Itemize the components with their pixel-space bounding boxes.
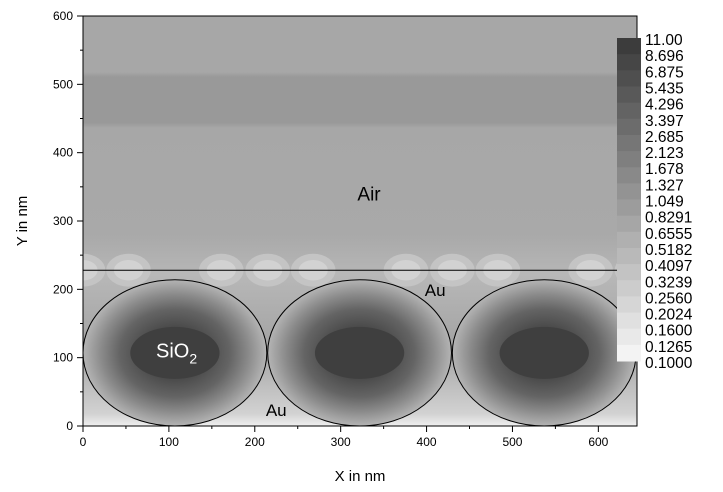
- y-tick-label: 100: [53, 351, 73, 365]
- colorbar-swatch: [617, 151, 641, 168]
- colorbar-level-label: 0.1000: [645, 355, 693, 372]
- x-tick-label: 200: [245, 435, 265, 449]
- x-tick-label: 100: [159, 435, 179, 449]
- colorbar: 11.008.6966.8755.4354.2963.3972.6852.123…: [617, 32, 693, 372]
- x-tick-label: 300: [331, 435, 351, 449]
- colorbar-level-label: 1.678: [645, 161, 684, 178]
- colorbar-level-label: 0.5182: [645, 242, 692, 259]
- sphere-core-3: [499, 326, 589, 379]
- colorbar-swatch: [617, 312, 641, 330]
- au-top-label: Au: [425, 281, 446, 300]
- au-bottom-label: Au: [266, 401, 287, 420]
- sio2-label-base: SiO: [156, 341, 189, 363]
- colorbar-swatch: [617, 215, 641, 233]
- colorbar-swatch: [617, 134, 641, 152]
- colorbar-swatch: [617, 328, 641, 346]
- colorbar-swatch: [617, 86, 641, 104]
- colorbar-level-label: 1.049: [645, 194, 684, 211]
- sio2-label-subscript: 2: [189, 351, 197, 367]
- colorbar-level-label: 5.435: [645, 80, 684, 97]
- y-tick-label: 0: [66, 419, 73, 433]
- y-tick-label: 300: [53, 214, 73, 228]
- colorbar-level-label: 11.00: [645, 32, 683, 49]
- colorbar-swatch: [617, 102, 641, 120]
- colorbar-swatch: [617, 231, 641, 249]
- x-tick-label: 600: [588, 435, 608, 449]
- colorbar-swatch: [617, 54, 641, 71]
- x-tick-label: 500: [502, 435, 522, 449]
- colorbar-level-label: 0.6555: [645, 226, 692, 243]
- sphere-core-1: [130, 326, 220, 379]
- y-tick-label: 200: [53, 282, 73, 296]
- x-tick-label: 400: [417, 435, 437, 449]
- colorbar-swatch: [617, 167, 641, 184]
- colorbar-swatch: [617, 183, 641, 200]
- colorbar-level-label: 4.296: [645, 97, 684, 114]
- x-tick-label: 0: [80, 435, 87, 449]
- air-region: [83, 16, 637, 271]
- air-label: Air: [357, 185, 381, 206]
- colorbar-swatch: [617, 70, 641, 87]
- colorbar-swatch: [617, 344, 641, 362]
- colorbar-level-label: 0.1265: [645, 339, 692, 356]
- plot-area: [83, 16, 637, 426]
- y-tick-label: 400: [53, 146, 73, 160]
- colorbar-level-label: 1.327: [645, 177, 684, 194]
- colorbar-swatch: [617, 247, 641, 265]
- colorbar-swatch: [617, 264, 641, 281]
- colorbar-level-label: 2.685: [645, 129, 684, 146]
- colorbar-level-label: 0.2024: [645, 307, 693, 324]
- colorbar-swatch: [617, 38, 641, 55]
- axes: 0 100 200 300 400 500 600 0 100 200 300 400 500 600: [53, 9, 638, 449]
- colorbar-swatch: [617, 199, 641, 217]
- colorbar-swatch: [617, 296, 641, 314]
- y-axis-title: Y in nm: [14, 196, 31, 247]
- y-tick-label: 600: [53, 9, 73, 23]
- colorbar-level-label: 3.397: [645, 113, 684, 130]
- sio2-label: SiO2: [156, 341, 197, 367]
- x-axis-title: X in nm: [335, 468, 386, 485]
- y-tick-label: 500: [53, 77, 73, 91]
- sphere-core-2: [314, 326, 405, 379]
- colorbar-level-label: 0.2560: [645, 290, 693, 307]
- colorbar-swatch: [617, 280, 641, 297]
- colorbar-level-label: 6.875: [645, 64, 684, 81]
- colorbar-swatch: [617, 118, 641, 136]
- colorbar-level-label: 0.8291: [645, 210, 692, 227]
- colorbar-level-label: 2.123: [645, 145, 684, 162]
- colorbar-level-label: 8.696: [645, 48, 684, 65]
- colorbar-level-label: 0.4097: [645, 258, 692, 275]
- colorbar-level-label: 0.3239: [645, 274, 692, 291]
- colorbar-level-label: 0.1600: [645, 323, 693, 340]
